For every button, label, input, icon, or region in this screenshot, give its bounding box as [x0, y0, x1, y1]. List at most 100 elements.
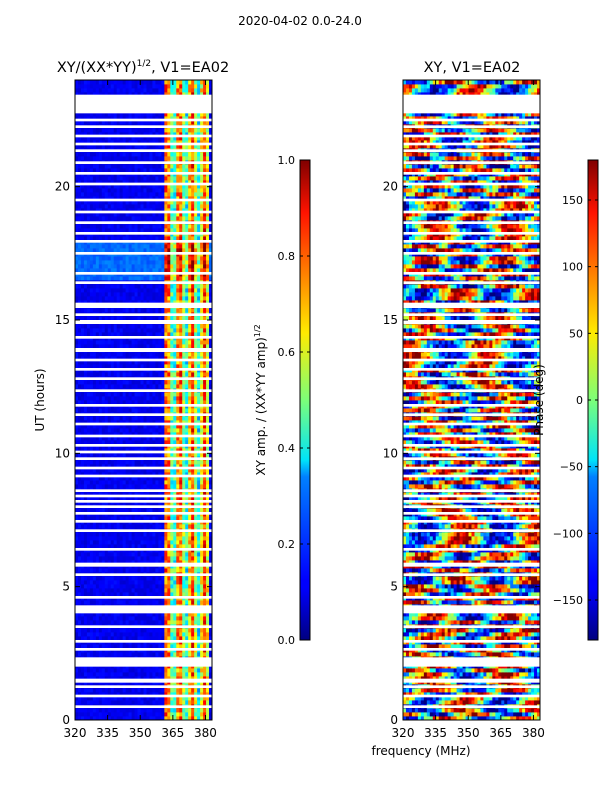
heatmap-cell — [194, 516, 198, 521]
heatmap-cell — [110, 568, 115, 573]
heatmap-cell — [158, 556, 162, 561]
heatmap-cell — [209, 452, 212, 457]
heatmap-cell — [86, 584, 91, 589]
heatmap-cell — [110, 516, 115, 521]
heatmap-cell — [143, 700, 147, 705]
heatmap-cell — [113, 296, 118, 301]
heatmap-cell — [194, 580, 198, 585]
heatmap-cell — [101, 344, 106, 349]
heatmap-cell — [194, 700, 198, 705]
heatmap-cell — [134, 628, 138, 633]
heatmap-cell — [176, 364, 180, 369]
heatmap-cell — [110, 620, 115, 625]
heatmap-cell — [98, 476, 103, 481]
heatmap-cell — [122, 556, 127, 561]
heatmap-cell — [75, 468, 79, 473]
heatmap-cell — [176, 384, 180, 389]
heatmap-cell — [155, 616, 159, 621]
heatmap-cell — [89, 436, 94, 441]
heatmap-cell — [164, 480, 168, 485]
heatmap-cell — [191, 556, 195, 561]
heatmap-cell — [86, 400, 91, 405]
heatmap-cell — [161, 352, 165, 357]
heatmap-cell — [122, 472, 127, 477]
heatmap-cell — [80, 380, 85, 385]
heatmap-cell — [140, 440, 144, 445]
figure-suptitle: 2020-04-02 0.0-24.0 — [238, 14, 362, 28]
heatmap-cell — [206, 372, 210, 377]
heatmap-cell — [182, 468, 186, 473]
heatmap-cell — [125, 612, 130, 617]
heatmap-cell — [182, 308, 186, 313]
heatmap-cell — [209, 384, 212, 389]
heatmap-cell — [164, 332, 168, 337]
heatmap-cell — [104, 516, 109, 521]
heatmap-cell — [173, 584, 177, 589]
heatmap-cell — [122, 420, 127, 425]
heatmap-cell — [122, 292, 127, 297]
heatmap-cell — [101, 584, 106, 589]
heatmap-cell — [209, 420, 212, 425]
heatmap-cell — [75, 332, 79, 337]
heatmap-cell — [131, 420, 135, 425]
heatmap-cell — [167, 452, 171, 457]
heatmap-cell — [122, 668, 127, 673]
heatmap-cell — [191, 308, 195, 313]
heatmap-cell — [149, 468, 153, 473]
heatmap-cell — [179, 616, 183, 621]
heatmap-cell — [131, 700, 135, 705]
heatmap-cell — [98, 552, 103, 557]
heatmap-cell — [134, 300, 138, 305]
heatmap-cell — [200, 464, 204, 469]
heatmap-cell — [203, 484, 207, 489]
heatmap-cell — [143, 392, 147, 397]
heatmap-cell — [86, 644, 91, 649]
heatmap-cell — [89, 616, 94, 621]
heatmap-cell — [182, 392, 186, 397]
heatmap-cell — [77, 632, 82, 637]
heatmap-cell — [176, 524, 180, 529]
heatmap-cell — [203, 628, 207, 633]
heatmap-cell — [152, 408, 156, 413]
heatmap-cell — [149, 556, 153, 561]
heatmap-cell — [161, 700, 165, 705]
heatmap-cell — [149, 540, 153, 545]
heatmap-cell — [104, 676, 109, 681]
heatmap-cell — [119, 632, 124, 637]
heatmap-cell — [167, 612, 171, 617]
heatmap-cell — [125, 712, 130, 717]
heatmap-cell — [167, 308, 171, 313]
heatmap-cell — [122, 676, 127, 681]
heatmap-cell — [80, 552, 85, 557]
heatmap-cell — [140, 628, 144, 633]
heatmap-cell — [104, 616, 109, 621]
heatmap-cell — [80, 316, 85, 321]
heatmap-cell — [146, 628, 150, 633]
heatmap-cell — [200, 644, 204, 649]
heatmap-cell — [188, 344, 192, 349]
heatmap-cell — [170, 400, 174, 405]
heatmap-cell — [119, 716, 124, 720]
heatmap-cell — [164, 676, 168, 681]
heatmap-cell — [104, 328, 109, 333]
heatmap-cell — [113, 328, 118, 333]
heatmap-cell — [182, 372, 186, 377]
heatmap-cell — [167, 632, 171, 637]
heatmap-cell — [200, 452, 204, 457]
heatmap-cell — [86, 600, 91, 605]
heatmap-cell — [122, 316, 127, 321]
heatmap-cell — [83, 340, 88, 345]
heatmap-cell — [197, 556, 201, 561]
heatmap-cell — [122, 324, 127, 329]
heatmap-cell — [104, 600, 109, 605]
heatmap-cell — [137, 428, 141, 433]
heatmap-cell — [116, 296, 121, 301]
heatmap-cell — [128, 580, 132, 585]
heatmap-cell — [125, 708, 130, 713]
heatmap-cell — [143, 636, 147, 641]
heatmap-cell — [149, 716, 153, 720]
heatmap-cell — [206, 428, 210, 433]
heatmap-cell — [119, 688, 124, 693]
heatmap-cell — [203, 328, 207, 333]
heatmap-cell — [155, 360, 159, 365]
